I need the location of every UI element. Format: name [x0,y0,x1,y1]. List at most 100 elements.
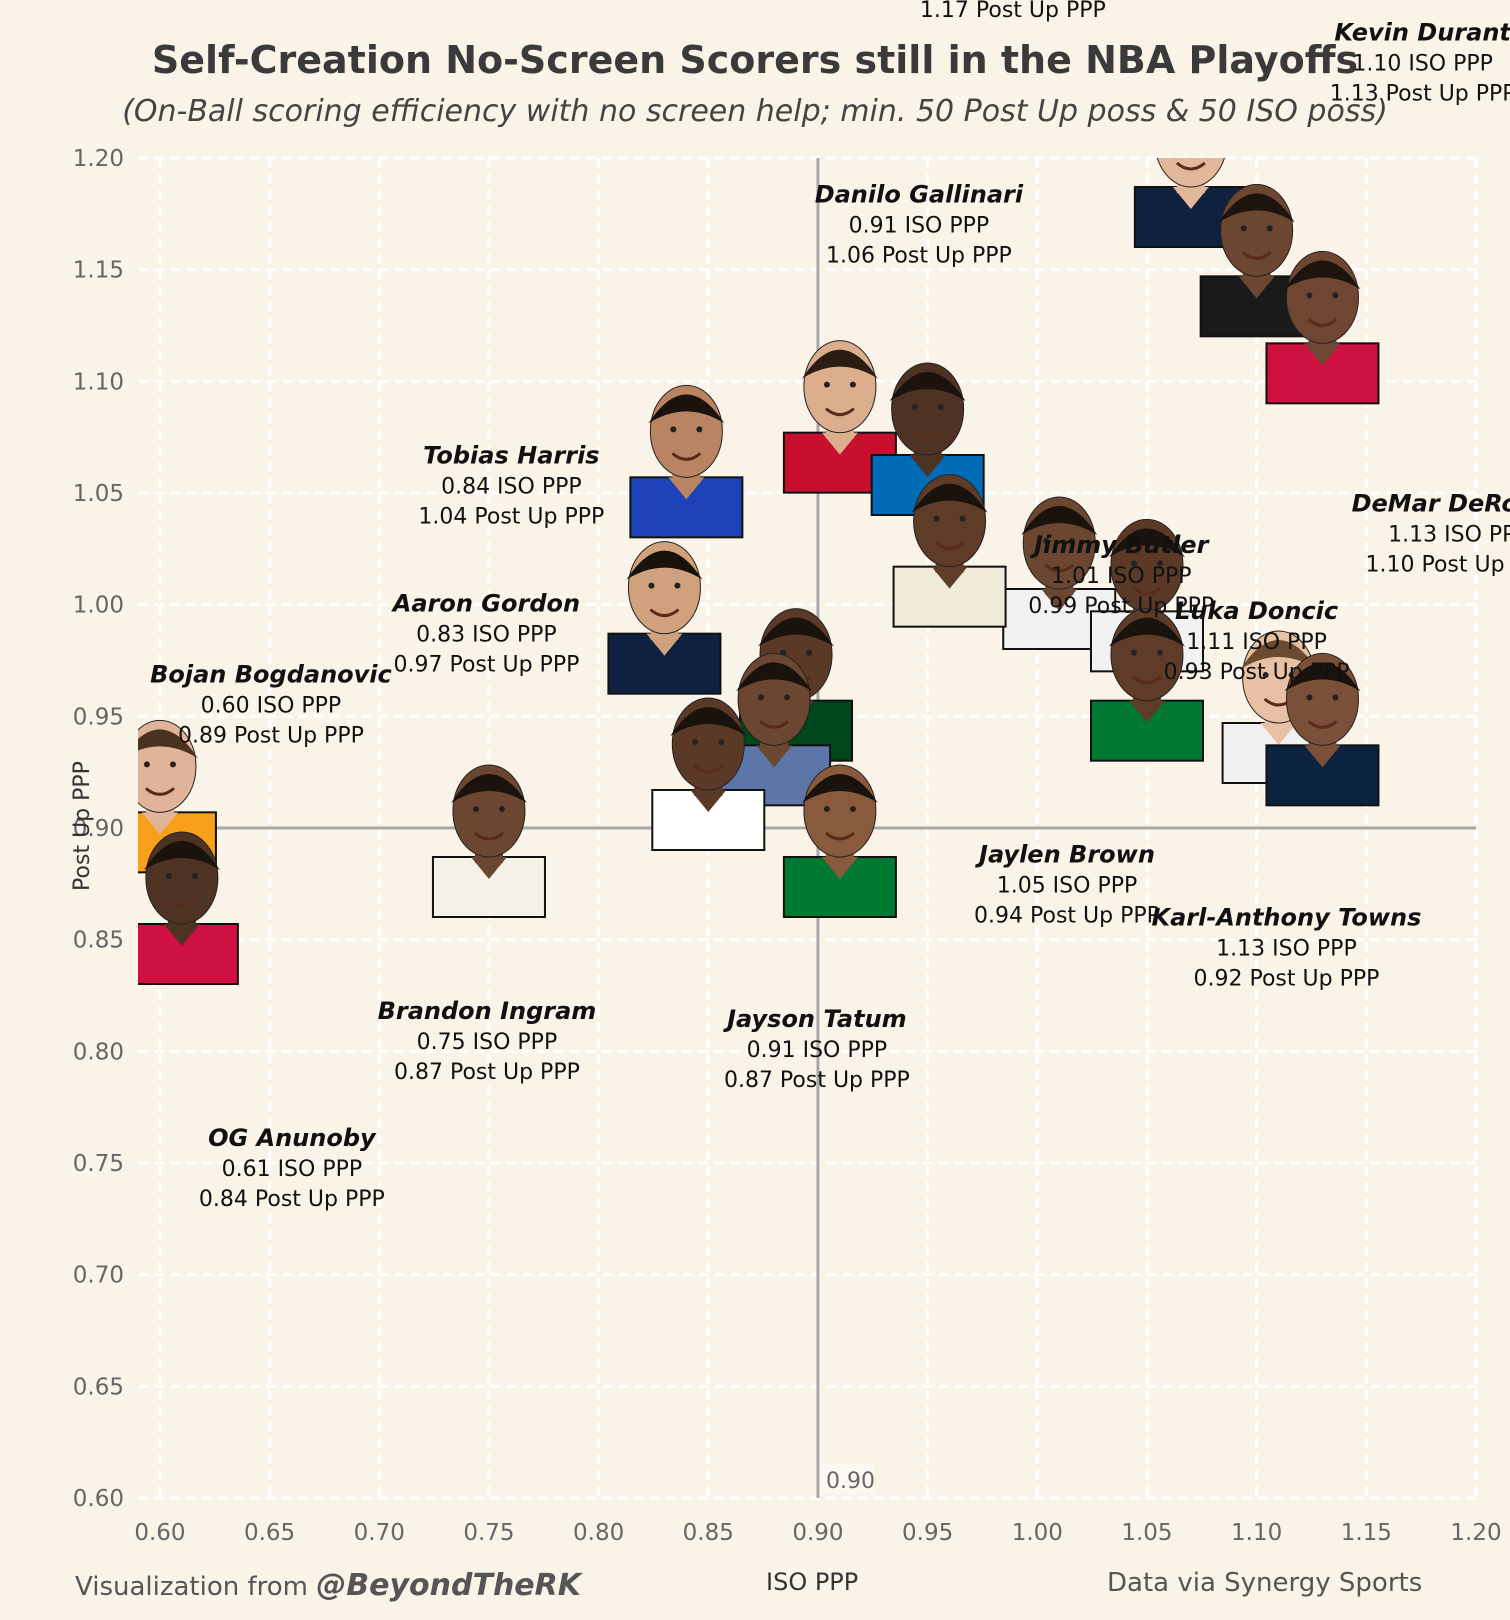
eye-shape [849,381,856,388]
player-annotation: Aaron Gordon 0.83 ISO PPP 0.97 Post Up PPP [391,590,580,678]
face-shape [1156,158,1225,188]
credit-handle[interactable]: @BeyondTheRK [316,1568,581,1603]
hair-shape [911,483,988,513]
eye-shape [191,873,198,879]
eye-shape [758,694,765,701]
post-up-ppp-label: 0.87 Post Up PPP [724,1068,910,1093]
eye-shape [784,694,791,701]
player-name-label: Jimmy Butler [1030,531,1211,559]
eye-shape [959,515,966,522]
hair-shape [1021,506,1098,535]
player-annotation: Luka Doncic 1.11 ISO PPP 0.93 Post Up PPP [1164,597,1350,685]
eye-shape [670,426,677,433]
hair-shape [143,841,220,870]
jersey-shape [651,789,766,851]
player-headshot [1089,608,1204,762]
player-headshot [651,697,766,851]
mouth-shape [1132,586,1162,595]
hair-shape [670,707,747,736]
eye-shape [823,806,830,812]
y-axis-label: Post Up PPP [70,761,95,891]
visualization-credit: Visualization from @BeyondTheRK [75,1568,581,1603]
player-headshot [629,384,744,539]
y-tick-label: 0.60 [73,1486,124,1512]
player-name-label: Kevin Durant [1334,18,1510,46]
y-tick-label: 0.75 [73,1151,124,1177]
mouth-shape [1307,318,1338,327]
x-tick-label: 0.85 [683,1520,734,1546]
x-tick-label: 0.65 [244,1520,295,1546]
mouth-shape [671,452,702,461]
post-up-ppp-label: 0.84 Post Up PPP [199,1187,385,1212]
eye-shape [933,515,940,522]
player-annotation: Tobias Harris 0.84 ISO PPP 1.04 Post Up PP… [418,441,604,529]
eye-shape [1262,672,1269,678]
iso-ppp-label: 0.83 ISO PPP [416,623,557,648]
x-tick-label: 1.00 [1012,1520,1063,1546]
eye-shape [718,739,725,745]
hair-shape [889,372,966,401]
y-tick-label: 0.80 [73,1039,124,1065]
y-tick-label: 0.65 [73,1374,124,1400]
eye-shape [1043,538,1050,544]
mouth-shape [1307,720,1338,729]
y-tick-label: 0.90 [73,816,124,842]
eye-shape [1130,649,1137,656]
eye-shape [1201,136,1207,142]
eye-shape [1069,538,1076,544]
player-headshot [1002,496,1117,650]
post-up-ppp-label: 0.92 Post Up PPP [1194,966,1380,991]
mouth-shape [649,608,680,618]
hair-shape [626,550,703,580]
x-tick-label: 0.95 [902,1520,953,1546]
iso-ppp-label: 0.61 ISO PPP [222,1157,363,1182]
y-tick-label: 1.05 [73,481,124,507]
player-annotation: Brandon Ingram 0.75 ISO PPP 0.87 Post Up P… [378,997,597,1085]
eye-shape [911,404,918,410]
post-up-ppp-label: 0.87 Post Up PPP [394,1060,580,1085]
hair-shape [1284,260,1361,290]
y-tick-label: 1.20 [73,146,124,172]
y-tick-label: 0.85 [73,928,124,954]
y-tick-label: 0.70 [73,1263,124,1289]
iso-ppp-label: 1.10 ISO PPP [1352,51,1493,76]
post-up-ppp-label: 0.97 Post Up PPP [393,653,579,678]
eye-shape [823,381,830,388]
hair-shape [758,617,835,647]
eye-shape [849,806,856,812]
mouth-shape [824,831,855,841]
player-name-label: Tobias Harris [423,441,599,469]
reference-marker-label: 0.90 [826,1469,875,1494]
mouth-shape [912,429,943,439]
eye-shape [472,806,479,812]
x-tick-label: 1.10 [1231,1520,1282,1546]
eye-shape [165,873,172,879]
eye-shape [1332,694,1339,701]
player-headshot [1265,250,1380,405]
player-name-label: Jayson Tatum [723,1005,907,1033]
player-annotation: Jayson Tatum 0.91 ISO PPP 0.87 Post Up PPP [723,1005,910,1093]
y-tick-label: 0.95 [73,704,124,730]
player-name-label: Jaylen Brown [975,841,1155,869]
player-name-label: DeMar DeRozan [1352,489,1510,517]
eye-shape [1175,136,1181,142]
eye-shape [1306,292,1313,299]
post-up-ppp-label: 1.17 Post Up PPP [920,0,1106,23]
player-annotation: Danilo Gallinari 0.91 ISO PPP 1.06 Post Up… [815,181,1024,269]
x-tick-label: 0.60 [134,1520,185,1546]
hair-shape [648,394,725,424]
eye-shape [169,761,176,768]
player-name-label: Brandon Ingram [378,997,597,1025]
hair-shape [450,774,527,803]
post-up-ppp-label: 0.93 Post Up PPP [1164,660,1350,685]
eye-shape [648,582,655,589]
post-up-ppp-label: 0.99 Post Up PPP [1028,594,1214,619]
y-tick-label: 1.10 [73,369,124,395]
mouth-shape [1132,675,1162,685]
x-tick-label: 0.70 [354,1520,405,1546]
mouth-shape [824,407,855,417]
hair-shape [1153,104,1229,133]
hair-shape [1284,662,1361,692]
headshot-layer [138,104,1380,985]
